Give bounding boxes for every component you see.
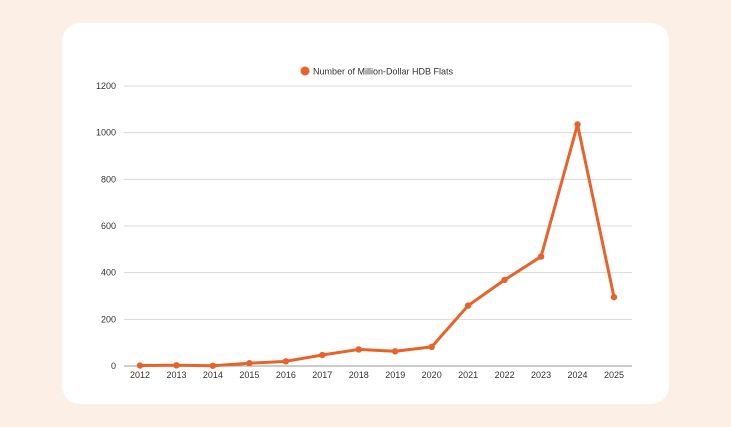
x-tick-label: 2024 [568, 370, 588, 380]
data-point [246, 360, 253, 367]
x-tick-label: 2012 [130, 370, 150, 380]
y-axis-tick-labels: 0 200 400 600 800 1000 1200 [96, 81, 116, 371]
data-point [537, 253, 545, 260]
data-point [173, 362, 180, 369]
legend: Number of Million-Dollar HDB Flats [300, 66, 454, 77]
data-point [209, 362, 217, 369]
legend-marker [300, 66, 310, 76]
x-tick-label: 2017 [312, 370, 332, 380]
y-tick-label: 400 [101, 268, 116, 278]
y-tick-label: 1000 [96, 128, 116, 138]
y-tick-label: 800 [101, 174, 116, 184]
series-line [138, 123, 616, 368]
data-point [392, 348, 399, 355]
x-axis-tick-labels: 2012 2013 2014 2015 2016 2017 2018 2019 2020 2021… [130, 370, 624, 380]
x-tick-label: 2025 [604, 370, 624, 380]
x-tick-label: 2019 [385, 370, 405, 380]
data-point [319, 351, 326, 359]
data-point [610, 293, 618, 301]
x-tick-label: 2020 [422, 370, 442, 380]
data-point [501, 276, 508, 284]
y-tick-label: 1200 [96, 81, 116, 91]
data-point [428, 343, 435, 351]
y-tick-label: 600 [101, 221, 116, 231]
x-tick-label: 2022 [495, 370, 515, 380]
x-tick-label: 2013 [166, 370, 186, 380]
y-tick-label: 200 [101, 314, 116, 324]
series-line-group [136, 121, 618, 369]
data-point [355, 346, 362, 353]
data-point [574, 121, 581, 128]
x-tick-label: 2021 [458, 370, 478, 380]
legend-label: Number of Million-Dollar HDB Flats [313, 67, 454, 77]
x-tick-label: 2018 [349, 370, 369, 380]
data-point [282, 358, 290, 365]
gridlines [124, 85, 632, 320]
x-tick-label: 2015 [239, 370, 259, 380]
x-tick-label: 2023 [531, 370, 551, 380]
y-tick-label: 0 [111, 361, 116, 371]
data-point [464, 302, 472, 309]
x-tick-label: 2014 [203, 370, 223, 380]
x-tick-label: 2016 [276, 370, 296, 380]
data-point [136, 362, 144, 369]
